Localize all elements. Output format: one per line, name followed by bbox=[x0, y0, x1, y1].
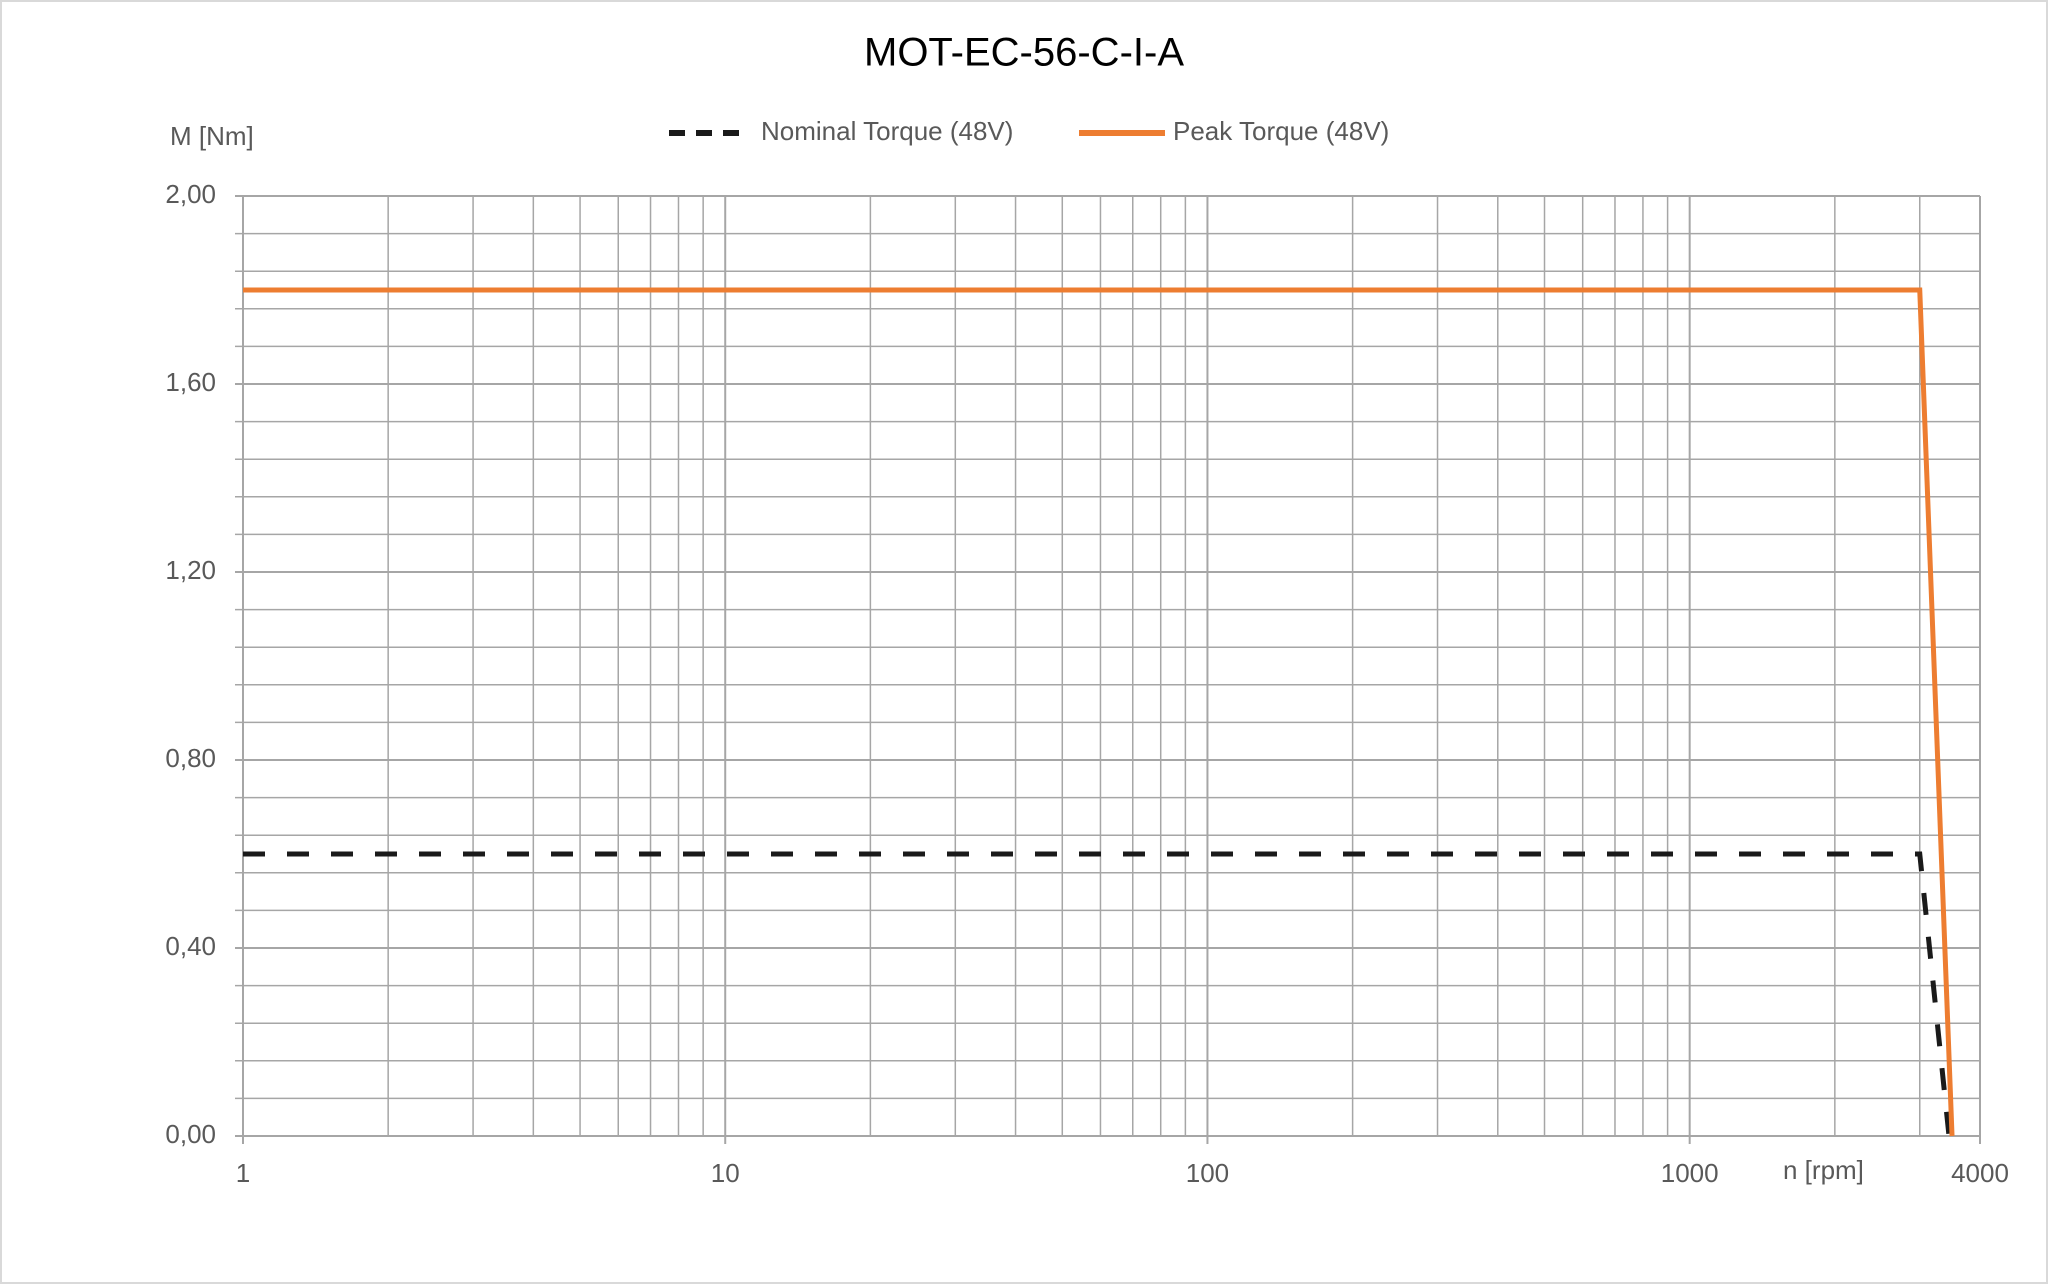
x-tick-label: 4000 bbox=[1951, 1158, 2009, 1188]
plot-lines bbox=[243, 287, 1955, 1137]
y-tick-label: 0,00 bbox=[165, 1119, 216, 1149]
series-line bbox=[243, 287, 1955, 1137]
x-tick-label: 100 bbox=[1186, 1158, 1229, 1188]
y-tick-label: 0,80 bbox=[165, 743, 216, 773]
legend-label: Peak Torque (48V) bbox=[1173, 116, 1389, 146]
y-tick-label: 1,20 bbox=[165, 555, 216, 585]
legend: Nominal Torque (48V) Peak Torque (48V) bbox=[669, 116, 1389, 146]
chart-title: MOT-EC-56-C-I-A bbox=[864, 31, 1184, 75]
x-tick-label: 1000 bbox=[1661, 1158, 1719, 1188]
grid bbox=[235, 195, 1981, 1144]
series-line bbox=[243, 851, 1952, 1137]
x-tick-label: 1 bbox=[236, 1158, 250, 1188]
legend-label: Nominal Torque (48V) bbox=[761, 116, 1013, 146]
y-tick-label: 1,60 bbox=[165, 367, 216, 397]
y-tick-label: 0,40 bbox=[165, 931, 216, 961]
y-axis-label: M [Nm] bbox=[170, 121, 254, 151]
y-tick-label: 2,00 bbox=[165, 179, 216, 209]
x-tick-label: 10 bbox=[711, 1158, 740, 1188]
x-axis-label: n [rpm] bbox=[1783, 1155, 1864, 1185]
